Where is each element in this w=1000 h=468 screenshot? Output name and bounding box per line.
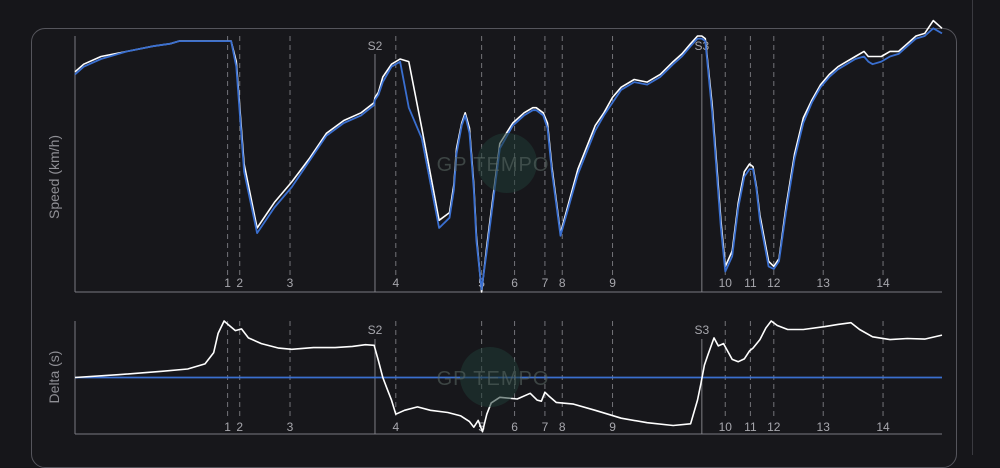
delta-turn-label: 3 xyxy=(287,420,294,434)
delta-sector-label: S3 xyxy=(694,323,709,337)
speed-turn-label: 8 xyxy=(559,276,566,290)
delta-turn-label: 5 xyxy=(478,420,485,434)
speed-lines xyxy=(74,19,943,293)
watermark-text: GP TEMPO xyxy=(437,154,550,176)
delta-turn-label: 10 xyxy=(719,420,733,434)
watermark-text: GP TEMPO xyxy=(437,368,550,390)
delta-turn-label: 13 xyxy=(817,420,831,434)
watermark-top: GP TEMPO xyxy=(437,133,550,193)
speed-turn-label: 12 xyxy=(767,276,781,290)
speed-turn-label: 3 xyxy=(287,276,294,290)
delta-turn-label: 9 xyxy=(609,420,616,434)
delta-sector-label: S2 xyxy=(368,323,383,337)
speed-turn-label: 14 xyxy=(876,276,890,290)
speed-sector-label: S2 xyxy=(368,39,383,53)
speed-ylabel: Speed (km/h) xyxy=(46,135,62,219)
watermark-bottom: GP TEMPO xyxy=(437,347,550,407)
speed-turn-label: 11 xyxy=(744,276,757,290)
delta-turn-label: 14 xyxy=(876,420,890,434)
delta-turn-label: 1 xyxy=(224,420,231,434)
watermark-logo-icon xyxy=(460,347,520,407)
delta-turn-label: 12 xyxy=(767,420,781,434)
speed-turn-label: 2 xyxy=(236,276,243,290)
delta-turn-label: 4 xyxy=(392,420,399,434)
speed-turn-label: 6 xyxy=(511,276,518,290)
speed-series-line-1 xyxy=(74,27,943,291)
speed-turn-label: 7 xyxy=(542,276,549,290)
delta-ylabel: Delta (s) xyxy=(46,351,62,404)
delta-turn-label: 8 xyxy=(559,420,566,434)
speed-turn-label: 9 xyxy=(609,276,616,290)
watermark-logo-icon xyxy=(477,133,537,193)
speed-turn-label: 1 xyxy=(224,276,231,290)
delta-turn-label: 6 xyxy=(511,420,518,434)
delta-turn-label: 7 xyxy=(542,420,549,434)
speed-turn-label: 10 xyxy=(719,276,733,290)
speed-turn-label: 13 xyxy=(817,276,831,290)
delta-turn-label: 2 xyxy=(236,420,243,434)
speed-turn-label: 4 xyxy=(392,276,399,290)
delta-turn-label: 11 xyxy=(744,420,757,434)
delta-series-line-1 xyxy=(74,320,943,433)
side-divider xyxy=(972,0,973,455)
